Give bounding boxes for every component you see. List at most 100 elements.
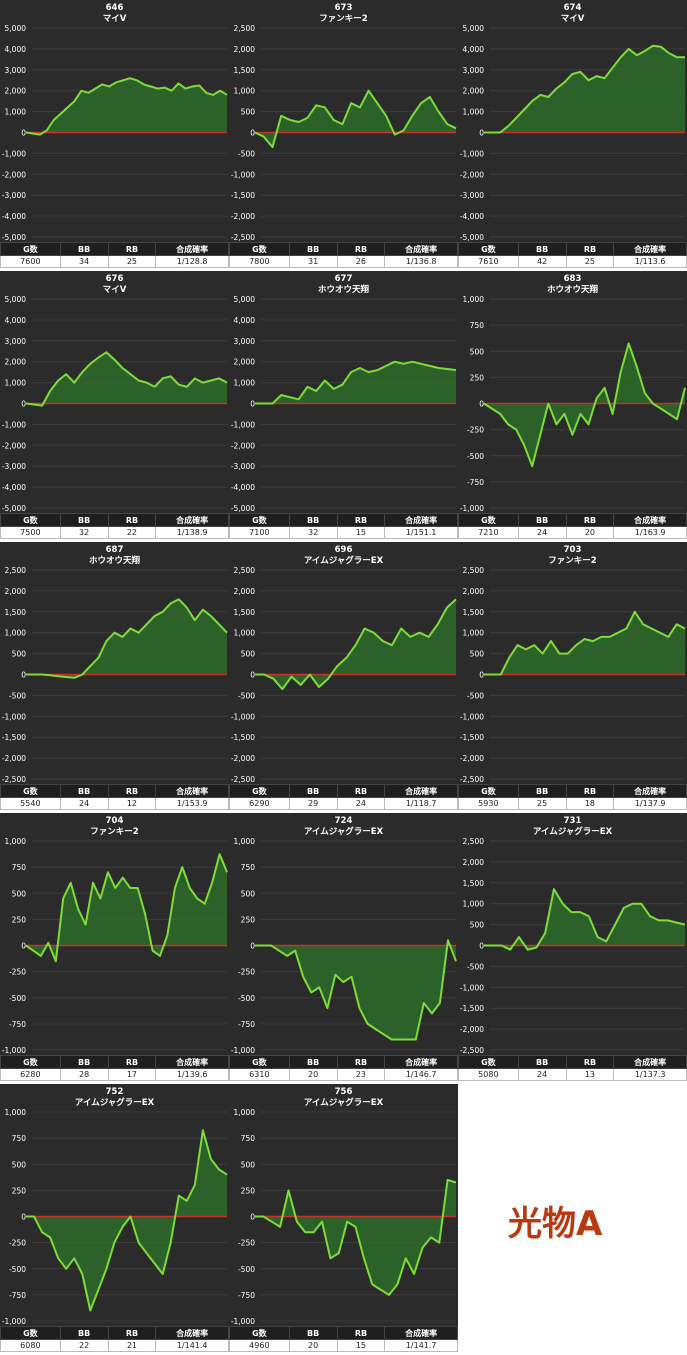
y-tick-label: -5,000 bbox=[460, 233, 484, 242]
stats-value: 7210 bbox=[458, 526, 519, 539]
y-tick-label: -4,000 bbox=[460, 212, 484, 221]
y-tick-label: 1,000 bbox=[234, 837, 256, 846]
stats-header: G数 bbox=[458, 242, 519, 256]
stats-header: BB bbox=[288, 242, 338, 256]
label-text: 光物A bbox=[508, 1204, 603, 1244]
y-tick-label: 1,500 bbox=[5, 608, 27, 617]
y-tick-label: -2,000 bbox=[460, 170, 484, 179]
chart-svg: 5,000 4,000 3,000 2,000 1,000 0 -1,000 -2,000 -3… bbox=[231, 274, 457, 513]
stats-value: 23 bbox=[336, 1068, 386, 1081]
series-area bbox=[484, 45, 685, 133]
stats-header: G数 bbox=[0, 513, 61, 527]
stats-header: RB bbox=[107, 242, 157, 256]
y-tick-label: -750 bbox=[238, 1020, 255, 1029]
stats-table: G数 BB RB 合成確率 4960 20 15 1/141.7 bbox=[229, 1326, 458, 1352]
stats-value: 32 bbox=[288, 526, 338, 539]
y-tick-label: -1,000 bbox=[2, 149, 26, 158]
chart-title: 731 bbox=[564, 816, 582, 826]
stats-table: G数 BB RB 合成確率 6080 22 21 1/141.4 bbox=[0, 1326, 229, 1352]
y-tick-label: 3,000 bbox=[463, 66, 485, 75]
chart-panel: 1,000 750 500 250 0 -250 -500 -750 -1,000 704 ファンキ… bbox=[0, 813, 229, 1084]
series-area bbox=[255, 1179, 456, 1295]
y-tick-label: -500 bbox=[238, 994, 255, 1003]
y-tick-label: -4,000 bbox=[2, 483, 26, 492]
chart-area: 5,000 4,000 3,000 2,000 1,000 0 -1,000 -2,000 -3… bbox=[0, 271, 229, 513]
series-area bbox=[26, 854, 227, 962]
stats-value: 17 bbox=[107, 1068, 157, 1081]
y-tick-label: 500 bbox=[470, 347, 485, 356]
stats-header: 合成確率 bbox=[384, 1326, 458, 1340]
stats-header: BB bbox=[288, 784, 338, 798]
y-tick-label: 2,000 bbox=[5, 87, 27, 96]
chart-area: 2,500 2,000 1,500 1,000 500 0 -500 -1,000 -1,500… bbox=[229, 0, 458, 242]
stats-header: 合成確率 bbox=[384, 784, 458, 798]
chart-panel: 1,000 750 500 250 0 -250 -500 -750 -1,000 756 アイムジ… bbox=[229, 1084, 458, 1355]
chart-title: 676 bbox=[106, 274, 124, 284]
stats-header: 合成確率 bbox=[384, 1055, 458, 1069]
stats-header: 合成確率 bbox=[155, 242, 229, 256]
series-line bbox=[484, 610, 686, 676]
stats-header: RB bbox=[107, 1326, 157, 1340]
stats-table: G数 BB RB 合成確率 5080 24 13 1/137.3 bbox=[458, 1055, 687, 1081]
chart-svg: 5,000 4,000 3,000 2,000 1,000 0 -1,000 -2,000 -3… bbox=[2, 3, 228, 242]
stats-header: RB bbox=[336, 513, 386, 527]
chart-subtitle: アイムジャグラーEX bbox=[304, 826, 384, 837]
y-tick-label: 3,000 bbox=[5, 337, 27, 346]
stats-header: 合成確率 bbox=[155, 1055, 229, 1069]
stats-value: 24 bbox=[59, 797, 109, 810]
y-tick-label: 0 bbox=[21, 1213, 26, 1222]
y-tick-label: -1,500 bbox=[2, 733, 26, 742]
chart-subtitle: ホウオウ天翔 bbox=[89, 555, 141, 566]
chart-svg: 1,000 750 500 250 0 -250 -500 -750 -1,000 752アイムジ… bbox=[2, 1087, 228, 1326]
stats-header: G数 bbox=[229, 513, 290, 527]
stats-table: G数 BB RB 合成確率 6280 28 17 1/139.6 bbox=[0, 1055, 229, 1081]
stats-value: 1/146.7 bbox=[384, 1068, 458, 1081]
y-tick-label: 0 bbox=[250, 1213, 255, 1222]
chart-area: 1,000 750 500 250 0 -250 -500 -750 -1,000 724 アイムジ… bbox=[229, 813, 458, 1055]
stats-value: 32 bbox=[59, 526, 109, 539]
stats-value: 20 bbox=[565, 526, 615, 539]
series-line bbox=[25, 351, 228, 407]
y-tick-label: -5,000 bbox=[2, 504, 26, 513]
chart-area: 2,500 2,000 1,500 1,000 500 0 -500 -1,000 -1,500… bbox=[0, 542, 229, 784]
y-tick-label: 4,000 bbox=[5, 45, 27, 54]
y-tick-label: -1,500 bbox=[231, 191, 255, 200]
stats-value: 24 bbox=[336, 797, 386, 810]
y-tick-label: 500 bbox=[470, 921, 485, 930]
stats-header: BB bbox=[517, 1055, 567, 1069]
y-tick-label: -1,500 bbox=[460, 733, 484, 742]
series-line bbox=[484, 888, 686, 951]
y-tick-label: -2,000 bbox=[231, 212, 255, 221]
y-tick-label: -1,000 bbox=[231, 712, 255, 721]
y-tick-label: 750 bbox=[241, 863, 256, 872]
y-tick-label: 500 bbox=[12, 1160, 27, 1169]
stats-value: 5080 bbox=[458, 1068, 519, 1081]
series-line bbox=[254, 89, 457, 149]
y-tick-label: 2,000 bbox=[234, 587, 256, 596]
y-tick-label: 2,000 bbox=[463, 858, 485, 867]
chart-subtitle: マイV bbox=[103, 285, 127, 295]
stats-value: 1/151.1 bbox=[384, 526, 458, 539]
y-tick-label: -500 bbox=[238, 149, 255, 158]
y-tick-label: 1,000 bbox=[463, 629, 485, 638]
y-tick-label: -2,000 bbox=[2, 754, 26, 763]
y-tick-label: 5,000 bbox=[5, 295, 27, 304]
y-tick-label: -1,000 bbox=[460, 504, 484, 513]
chart-panel: 1,000 750 500 250 0 -250 -500 -750 -1,000 752 アイムジ… bbox=[0, 1084, 229, 1355]
stats-value: 1/163.9 bbox=[613, 526, 687, 539]
y-tick-label: 0 bbox=[21, 671, 26, 680]
stats-header: BB bbox=[517, 784, 567, 798]
y-tick-label: -2,000 bbox=[2, 170, 26, 179]
y-tick-label: -1,000 bbox=[231, 1317, 255, 1326]
stats-header: RB bbox=[336, 1055, 386, 1069]
y-tick-label: 0 bbox=[479, 671, 484, 680]
stats-value: 20 bbox=[288, 1068, 338, 1081]
stats-value: 26 bbox=[336, 255, 386, 268]
chart-area: 5,000 4,000 3,000 2,000 1,000 0 -1,000 -2,000 -3… bbox=[458, 0, 687, 242]
stats-value: 31 bbox=[288, 255, 338, 268]
chart-svg: 1,000 750 500 250 0 -250 -500 -750 -1,000 724アイムジ… bbox=[231, 816, 457, 1055]
stats-value: 22 bbox=[107, 526, 157, 539]
y-tick-label: -750 bbox=[238, 1291, 255, 1300]
y-tick-label: 2,500 bbox=[234, 24, 256, 33]
stats-header: BB bbox=[59, 1055, 109, 1069]
